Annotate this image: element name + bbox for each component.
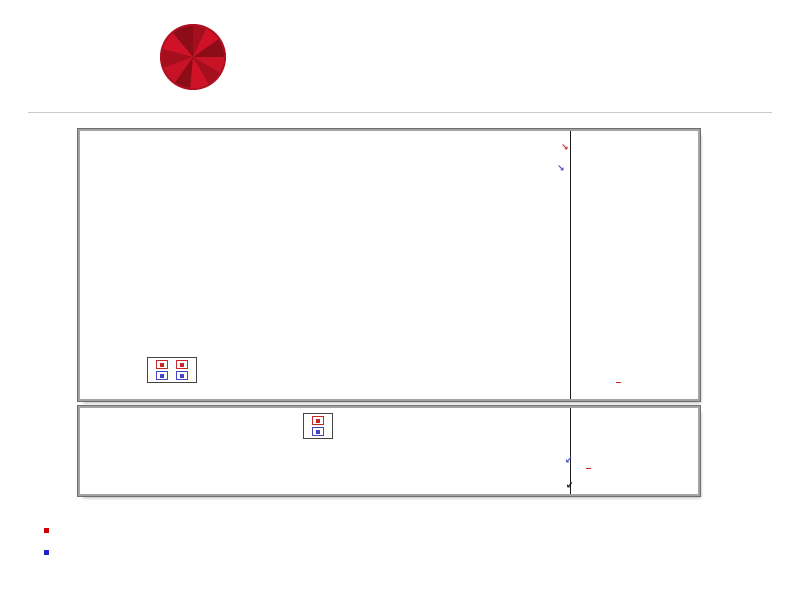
red-run-bullet-icon [44, 528, 49, 533]
blue-series-marker-icon [312, 427, 324, 436]
main-chart-legend [147, 357, 197, 383]
afr-cursor-line[interactable] [570, 408, 571, 494]
red-cursor-arrow-icon: ↘ [561, 143, 569, 153]
main-plot-area[interactable] [80, 131, 698, 399]
black-cursor-arrow-icon: ↙ [566, 481, 574, 491]
header-divider [28, 112, 772, 113]
blue-afr-arrow-icon: ↙ [565, 456, 573, 466]
blue-cursor-arrow-icon: ↘ [557, 164, 565, 174]
legend-row-prototype [152, 359, 192, 370]
watermark-jet [585, 468, 592, 469]
blue-series-marker-icon [156, 371, 168, 380]
legend-row-prototype [308, 415, 328, 426]
red-series-marker-icon [312, 416, 324, 425]
red-series-marker-icon [156, 360, 168, 369]
dynojet-watermark [585, 452, 592, 474]
watermark-jet [615, 382, 622, 383]
afe-power-logo [148, 20, 658, 90]
dynojet-watermark [615, 371, 622, 387]
afe-aperture-icon [160, 24, 226, 90]
blue-series-marker-icon [176, 371, 188, 380]
red-series-marker-icon [176, 360, 188, 369]
afr-chart-legend [303, 413, 333, 439]
blue-run-bullet-icon [44, 550, 49, 555]
main-cursor-line[interactable] [570, 131, 571, 399]
legend-row-baseline [152, 370, 192, 381]
afr-plot-area[interactable] [80, 408, 698, 494]
legend-row-baseline [308, 426, 328, 437]
